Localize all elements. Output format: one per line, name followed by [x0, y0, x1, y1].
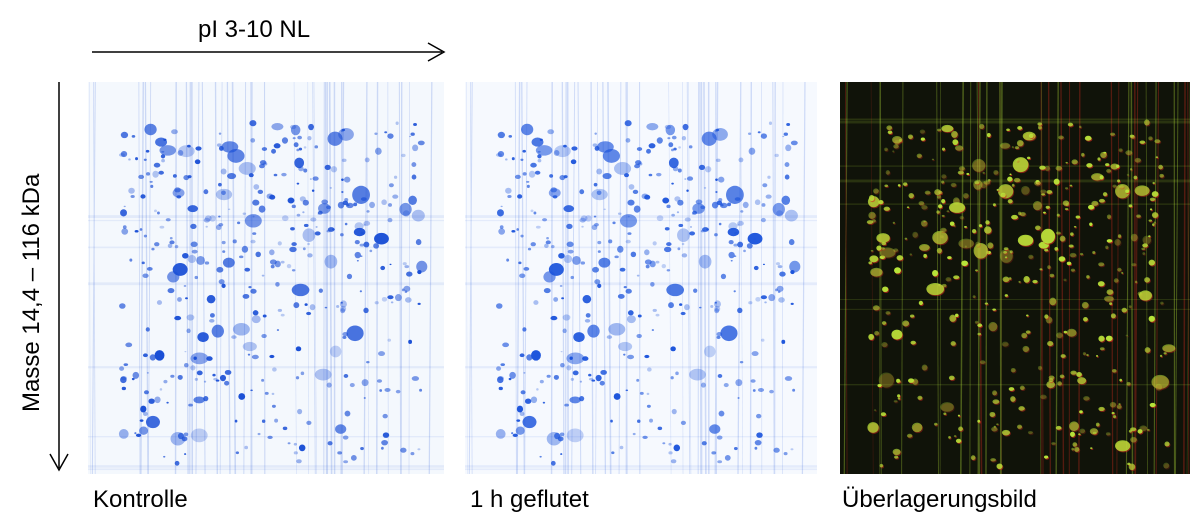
gel-image-geflutet [465, 82, 817, 474]
gel-image-overlay [840, 82, 1190, 474]
gel-image-kontrolle [88, 82, 444, 474]
x-axis-arrow [92, 42, 446, 62]
y-axis-arrow [49, 82, 69, 472]
y-axis-label: Masse 14,4 – 116 kDa [18, 173, 45, 412]
caption-geflutet: 1 h geflutet [470, 486, 589, 513]
caption-kontrolle: Kontrolle [93, 486, 188, 513]
caption-overlay: Überlagerungsbild [842, 486, 1037, 513]
x-axis-label: pI 3-10 NL [198, 16, 311, 43]
